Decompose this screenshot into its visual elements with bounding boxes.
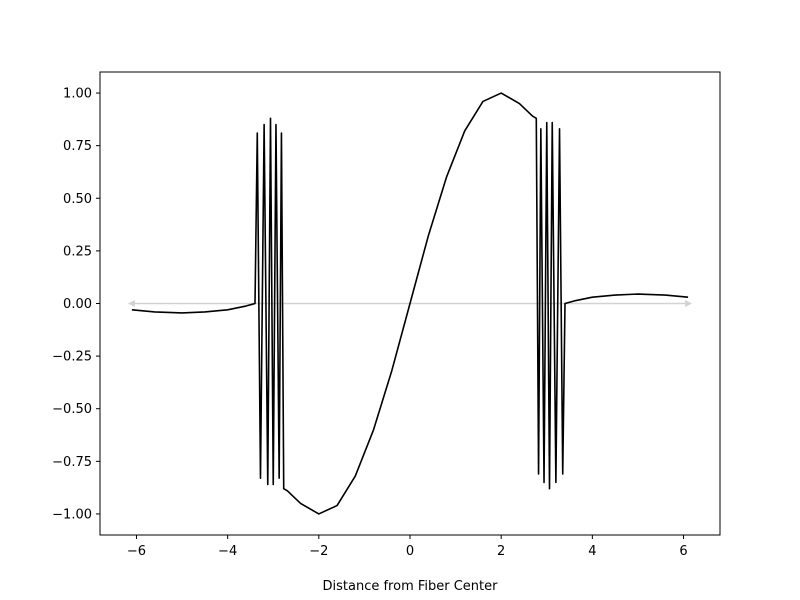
series-layer: [131, 92, 689, 515]
x-axis: −6 −4 −2 0 2 4 6: [127, 535, 688, 559]
y-tick-label: 1.00: [63, 87, 92, 102]
x-tick-label: 2: [497, 544, 505, 559]
y-axis: 1.00 0.75 0.50 0.25 0.00 −0.25 −0.50 −0.75 −1.00: [52, 87, 100, 522]
y-tick-label: −0.50: [52, 402, 92, 417]
y-tick-label: 0.75: [63, 139, 92, 154]
x-tick-label: 0: [406, 544, 414, 559]
x-tick-label: −6: [127, 544, 146, 559]
y-tick-label: 0.25: [63, 244, 92, 259]
x-tick-label: 6: [679, 544, 687, 559]
reference-arrowhead-right: [685, 300, 693, 307]
y-tick-label: 0.00: [63, 297, 92, 312]
y-tick-label: −0.25: [52, 350, 92, 365]
y-tick-label: 0.50: [63, 192, 92, 207]
x-tick-label: −4: [218, 544, 237, 559]
y-tick-label: −1.00: [52, 507, 92, 522]
y-tick-label: −0.75: [52, 455, 92, 470]
x-tick-label: −2: [309, 544, 328, 559]
x-axis-title: Distance from Fiber Center: [323, 579, 499, 594]
series-line-0: [131, 92, 689, 515]
x-tick-label: 4: [588, 544, 596, 559]
reference-arrowhead-left: [127, 300, 135, 307]
